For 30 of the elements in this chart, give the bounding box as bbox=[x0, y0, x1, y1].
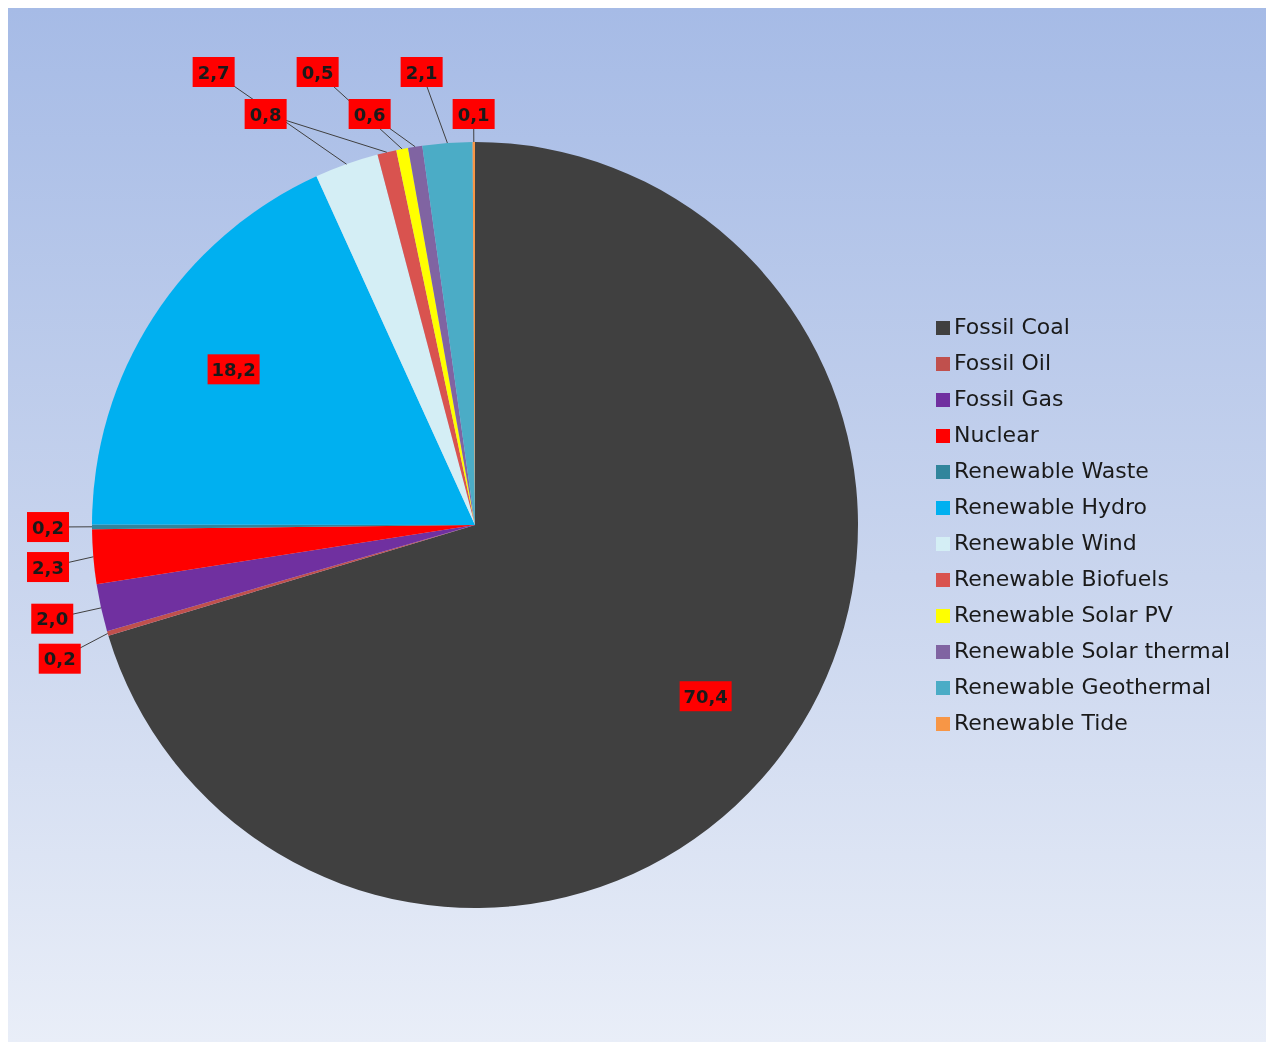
data-label: 0,2 bbox=[32, 516, 64, 538]
pie-slice bbox=[408, 145, 475, 525]
legend-label: Nuclear bbox=[954, 422, 1039, 447]
data-label: 2,0 bbox=[36, 608, 69, 630]
pie-slice bbox=[92, 176, 475, 525]
data-label: 0,8 bbox=[249, 103, 282, 125]
legend-label: Renewable Geothermal bbox=[954, 674, 1212, 699]
data-label: 18,2 bbox=[211, 358, 256, 380]
legend-label: Fossil Oil bbox=[954, 350, 1052, 375]
pie-slice bbox=[396, 147, 475, 525]
legend-label: Renewable Hydro bbox=[954, 494, 1147, 519]
data-label: 0,5 bbox=[301, 61, 334, 83]
legend-label: Renewable Biofuels bbox=[954, 566, 1169, 591]
pie-slice bbox=[316, 154, 475, 525]
legend-label: Renewable Solar PV bbox=[954, 602, 1173, 627]
data-label: 0,1 bbox=[457, 103, 490, 125]
legend-label: Renewable Wind bbox=[954, 530, 1137, 555]
data-label: 0,6 bbox=[353, 103, 386, 125]
data-label: 2,3 bbox=[32, 556, 64, 578]
data-label: 0,2 bbox=[43, 648, 76, 670]
data-label: 2,1 bbox=[405, 61, 438, 83]
pie-slice bbox=[92, 525, 475, 585]
data-label: 2,7 bbox=[197, 61, 230, 83]
pie-slice bbox=[108, 142, 858, 908]
legend-label: Renewable Solar thermal bbox=[954, 638, 1231, 663]
legend-label: Renewable Tide bbox=[954, 710, 1128, 735]
legend-label: Fossil Coal bbox=[954, 314, 1070, 339]
legend-label: Renewable Waste bbox=[954, 458, 1149, 483]
legend-label: Fossil Gas bbox=[954, 386, 1064, 411]
data-label: 70,4 bbox=[683, 685, 728, 707]
